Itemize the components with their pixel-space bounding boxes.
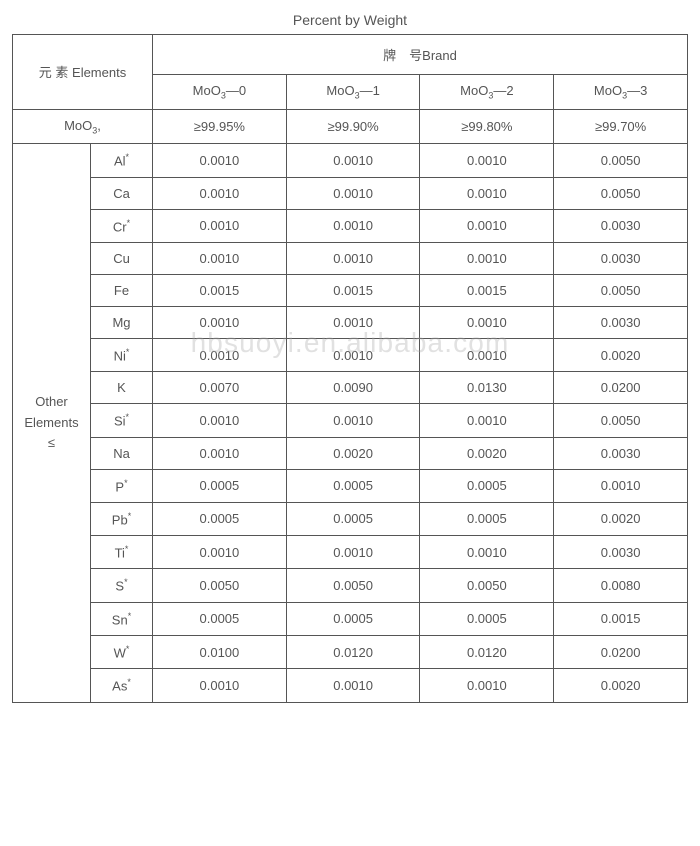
brand-column-header: MoO3—2 xyxy=(420,75,554,110)
element-value: 0.0030 xyxy=(554,306,688,338)
other-elements-label: OtherElements≤ xyxy=(13,144,91,703)
element-value: 0.0010 xyxy=(153,209,287,242)
element-value: 0.0010 xyxy=(286,306,420,338)
element-symbol: Ca xyxy=(91,177,153,209)
element-value: 0.0010 xyxy=(420,536,554,569)
element-value: 0.0005 xyxy=(420,469,554,502)
element-value: 0.0010 xyxy=(420,209,554,242)
element-value: 0.0010 xyxy=(153,437,287,469)
element-value: 0.0050 xyxy=(554,274,688,306)
element-value: 0.0010 xyxy=(420,338,554,371)
elements-header: 元 素 Elements xyxy=(13,35,153,110)
element-value: 0.0010 xyxy=(286,536,420,569)
element-symbol: Fe xyxy=(91,274,153,306)
element-value: 0.0010 xyxy=(153,338,287,371)
element-value: 0.0050 xyxy=(554,404,688,437)
element-value: 0.0010 xyxy=(153,177,287,209)
element-value: 0.0070 xyxy=(153,372,287,404)
element-value: 0.0130 xyxy=(420,372,554,404)
element-symbol: As* xyxy=(91,669,153,702)
element-value: 0.0010 xyxy=(420,144,554,177)
purity-value: ≥99.90% xyxy=(286,109,420,144)
element-value: 0.0120 xyxy=(420,636,554,669)
element-value: 0.0010 xyxy=(554,469,688,502)
element-value: 0.0010 xyxy=(420,306,554,338)
element-value: 0.0010 xyxy=(153,536,287,569)
element-value: 0.0050 xyxy=(286,569,420,602)
element-value: 0.0010 xyxy=(420,404,554,437)
element-value: 0.0005 xyxy=(286,502,420,535)
element-value: 0.0010 xyxy=(286,338,420,371)
element-value: 0.0050 xyxy=(153,569,287,602)
element-value: 0.0030 xyxy=(554,536,688,569)
brand-column-header: MoO3—0 xyxy=(153,75,287,110)
purity-value: ≥99.70% xyxy=(554,109,688,144)
element-value: 0.0080 xyxy=(554,569,688,602)
element-value: 0.0010 xyxy=(153,404,287,437)
element-value: 0.0005 xyxy=(286,602,420,635)
element-value: 0.0090 xyxy=(286,372,420,404)
element-value: 0.0010 xyxy=(286,242,420,274)
element-symbol: Cr* xyxy=(91,209,153,242)
element-value: 0.0010 xyxy=(286,209,420,242)
element-value: 0.0005 xyxy=(153,502,287,535)
spec-table: 元 素 Elements牌 号BrandMoO3—0MoO3—1MoO3—2Mo… xyxy=(12,34,688,703)
element-symbol: P* xyxy=(91,469,153,502)
element-value: 0.0050 xyxy=(420,569,554,602)
element-value: 0.0005 xyxy=(420,602,554,635)
purity-label: MoO3, xyxy=(13,109,153,144)
element-symbol: Pb* xyxy=(91,502,153,535)
element-value: 0.0200 xyxy=(554,372,688,404)
element-value: 0.0015 xyxy=(420,274,554,306)
page-title: Percent by Weight xyxy=(12,12,688,28)
element-symbol: K xyxy=(91,372,153,404)
element-value: 0.0030 xyxy=(554,437,688,469)
element-value: 0.0030 xyxy=(554,242,688,274)
element-value: 0.0010 xyxy=(420,242,554,274)
element-value: 0.0015 xyxy=(153,274,287,306)
element-value: 0.0010 xyxy=(153,144,287,177)
element-value: 0.0030 xyxy=(554,209,688,242)
element-value: 0.0020 xyxy=(286,437,420,469)
element-value: 0.0010 xyxy=(286,144,420,177)
element-value: 0.0050 xyxy=(554,177,688,209)
element-value: 0.0050 xyxy=(554,144,688,177)
element-symbol: Ti* xyxy=(91,536,153,569)
element-symbol: Ni* xyxy=(91,338,153,371)
element-value: 0.0020 xyxy=(554,338,688,371)
purity-value: ≥99.80% xyxy=(420,109,554,144)
element-symbol: Al* xyxy=(91,144,153,177)
element-value: 0.0015 xyxy=(554,602,688,635)
element-symbol: W* xyxy=(91,636,153,669)
element-value: 0.0020 xyxy=(420,437,554,469)
element-value: 0.0010 xyxy=(153,242,287,274)
element-symbol: S* xyxy=(91,569,153,602)
element-value: 0.0010 xyxy=(153,306,287,338)
element-symbol: Cu xyxy=(91,242,153,274)
element-value: 0.0020 xyxy=(554,669,688,702)
brand-column-header: MoO3—3 xyxy=(554,75,688,110)
element-value: 0.0010 xyxy=(286,669,420,702)
brand-column-header: MoO3—1 xyxy=(286,75,420,110)
element-value: 0.0010 xyxy=(286,404,420,437)
element-value: 0.0015 xyxy=(286,274,420,306)
element-value: 0.0020 xyxy=(554,502,688,535)
brand-header: 牌 号Brand xyxy=(153,35,688,75)
element-value: 0.0100 xyxy=(153,636,287,669)
element-value: 0.0005 xyxy=(153,602,287,635)
element-symbol: Sn* xyxy=(91,602,153,635)
element-value: 0.0010 xyxy=(420,177,554,209)
element-value: 0.0005 xyxy=(153,469,287,502)
element-symbol: Mg xyxy=(91,306,153,338)
element-value: 0.0010 xyxy=(153,669,287,702)
element-value: 0.0010 xyxy=(286,177,420,209)
element-value: 0.0010 xyxy=(420,669,554,702)
element-value: 0.0120 xyxy=(286,636,420,669)
element-value: 0.0005 xyxy=(420,502,554,535)
element-value: 0.0200 xyxy=(554,636,688,669)
element-value: 0.0005 xyxy=(286,469,420,502)
element-symbol: Si* xyxy=(91,404,153,437)
element-symbol: Na xyxy=(91,437,153,469)
purity-value: ≥99.95% xyxy=(153,109,287,144)
